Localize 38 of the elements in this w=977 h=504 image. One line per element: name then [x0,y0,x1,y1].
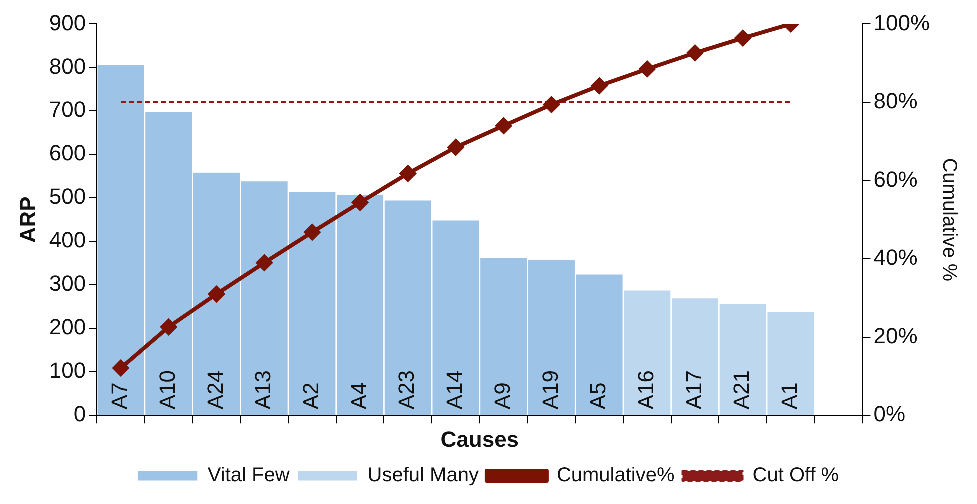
y-tick-label: 0 [74,402,86,427]
legend-label: Useful Many [368,464,479,487]
y2-tick-label: 100% [874,10,930,36]
x-tick-label: A13 [250,370,276,410]
x-tick-label: A19 [538,370,563,410]
y2-tick-label: 60% [874,166,918,192]
y-tick-label: 100 [49,358,86,384]
x-tick-label: A9 [490,382,515,410]
legend-label: Vital Few [208,464,290,487]
y-tick-label: 900 [49,10,86,36]
x-tick-label: A17 [681,370,706,410]
y-axis-title: ARP [15,196,40,244]
x-tick-label: A7 [107,382,132,410]
y-tick-label: 600 [49,140,86,166]
x-tick-label: A5 [586,382,611,410]
x-tick-label: A10 [154,370,180,410]
y2-axis-title: Cumulative % [938,158,960,282]
y-tick-label: 200 [49,314,86,340]
y-tick-label: 400 [49,228,86,253]
y-tick-label: 300 [49,271,86,296]
y-tick-label: 500 [49,184,86,210]
y2-tick-label: 0% [874,402,906,427]
legend-label: Cut Off % [752,464,840,487]
y2-tick-label: 40% [874,245,918,270]
x-tick-label: A2 [298,382,324,410]
x-tick-label: A16 [633,370,658,410]
x-tick-label: A24 [202,370,228,410]
y-tick-label: 800 [49,54,86,79]
y-tick-label: 700 [49,97,86,122]
x-tick-label: A1 [777,382,802,410]
x-tick-label: A21 [729,370,754,410]
y2-tick-label: 20% [874,323,918,348]
legend-label: Cumulative% [556,464,675,487]
x-axis-title: Causes [440,426,520,452]
x-tick-label: A14 [442,370,468,410]
x-tick-label: A23 [394,370,420,410]
y2-tick-label: 80% [874,88,918,114]
x-tick-label: A4 [346,382,372,410]
